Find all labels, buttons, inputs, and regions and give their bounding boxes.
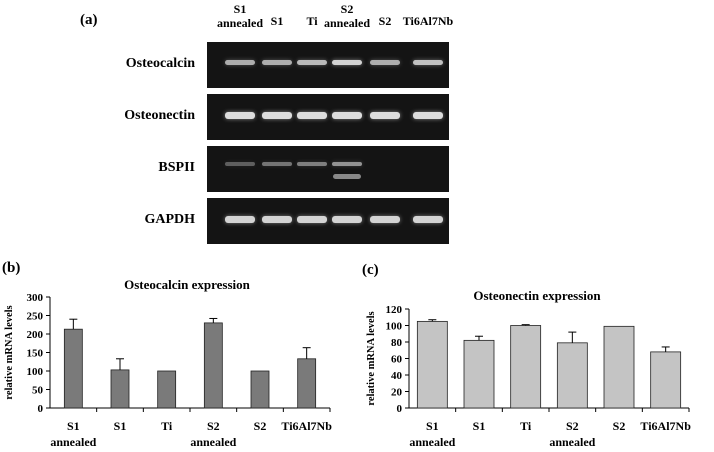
gel-band: [370, 60, 400, 65]
gel-band: [262, 60, 292, 65]
gel-band: [332, 112, 362, 119]
y-axis-label: relative mRNA levels: [366, 311, 377, 405]
lane-label-line1: S2: [340, 2, 354, 16]
chart-title: Osteonectin expression: [473, 288, 601, 303]
gene-label: Osteocalcin: [125, 56, 195, 71]
gel-band: [413, 60, 443, 65]
gel-band: [413, 216, 443, 223]
lane-label: Ti: [277, 14, 347, 28]
y-axis-label: relative mRNA levels: [4, 305, 15, 399]
gel-band: [413, 112, 443, 119]
gel-band: [297, 216, 327, 223]
gel-band: [370, 112, 400, 119]
bar: [650, 351, 682, 409]
y-tick-label: 0: [397, 403, 403, 415]
panel-b-label: (b): [2, 260, 21, 276]
x-tick-label: S2: [566, 419, 579, 433]
gel-band: [225, 60, 255, 65]
lane-label-line1: Ti: [306, 14, 318, 28]
x-tick-label: S1: [114, 419, 127, 433]
x-tick-label: annealed: [549, 435, 595, 449]
gene-label: GAPDH: [144, 212, 195, 227]
gel-band: [225, 162, 255, 166]
bar: [510, 325, 542, 409]
x-tick-label: annealed: [409, 435, 455, 449]
gel-band: [225, 112, 255, 119]
x-tick-label: S2: [613, 419, 626, 433]
lane-label-line1: S2: [378, 14, 392, 28]
x-tick-label: Ti6Al7Nb: [640, 419, 691, 433]
gel-band: [262, 112, 292, 119]
bar: [203, 322, 223, 409]
gel-band: [297, 60, 327, 65]
y-tick-label: 80: [391, 337, 403, 349]
lane-label-line1: S1: [270, 14, 284, 28]
y-tick-label: 50: [32, 385, 44, 397]
lane-label-line2: annealed: [216, 16, 263, 30]
lane-label-line1: S1: [233, 2, 247, 16]
gel-band: [262, 162, 292, 166]
osteonectin-chart: Osteonectin expression relative mRNA leve…: [366, 288, 691, 449]
osteocalcin-chart: Osteocalcin expression relative mRNA leve…: [4, 277, 332, 449]
x-tick-label: S1: [67, 419, 80, 433]
lane-label-line2: annealed: [323, 16, 370, 30]
lane-label: S2 annealed: [312, 2, 382, 30]
gel-band: [262, 216, 292, 223]
bar: [297, 358, 317, 409]
bar: [416, 320, 448, 409]
chart-title: Osteocalcin expression: [124, 277, 251, 292]
gel-band: [333, 174, 361, 179]
y-tick-label: 300: [27, 292, 44, 304]
y-tick-label: 250: [27, 311, 44, 323]
gel-band: [225, 216, 255, 223]
x-tick-label: S2: [207, 419, 220, 433]
y-tick-label: 20: [391, 387, 403, 399]
x-tick-label: Ti6Al7Nb: [281, 419, 332, 433]
y-tick-label: 60: [391, 354, 403, 366]
y-tick-label: 150: [27, 348, 44, 360]
gel-band: [332, 216, 362, 223]
x-tick-label: annealed: [190, 435, 236, 449]
gel-band: [297, 162, 327, 166]
lane-label: S1: [242, 14, 312, 28]
x-tick-label: S2: [254, 419, 267, 433]
x-tick-label: S1: [426, 419, 439, 433]
gel-image: [207, 146, 449, 192]
gel-image: [207, 42, 449, 88]
gel-band: [332, 60, 362, 65]
lane-label: S2: [350, 14, 420, 28]
bar: [250, 370, 270, 409]
x-tick-label: S1: [473, 419, 486, 433]
bar: [157, 370, 177, 409]
lane-label: S1 annealed: [205, 2, 275, 30]
gel-image: [207, 94, 449, 140]
lane-label: Ti6Al7Nb: [393, 14, 463, 28]
y-tick-label: 100: [27, 366, 44, 378]
panel-a-label: (a): [80, 12, 98, 28]
gene-label: Osteonectin: [124, 108, 195, 123]
y-tick-label: 120: [386, 304, 403, 316]
y-tick-label: 100: [386, 321, 403, 333]
bar: [603, 325, 635, 409]
bar: [463, 339, 495, 409]
gel-band: [332, 162, 362, 166]
gel-image: [207, 198, 449, 244]
gene-label: BSPII: [158, 160, 195, 175]
bar: [556, 342, 588, 409]
y-tick-label: 40: [391, 370, 403, 382]
y-tick-label: 200: [27, 329, 44, 341]
y-tick-label: 0: [38, 403, 44, 415]
x-tick-label: Ti: [161, 419, 173, 433]
lane-label-line1: Ti6Al7Nb: [402, 14, 454, 28]
bar: [63, 328, 83, 409]
bar: [110, 369, 130, 409]
panel-c-label: (c): [362, 262, 379, 278]
x-tick-label: Ti: [520, 419, 532, 433]
gel-band: [370, 216, 400, 223]
x-tick-label: annealed: [50, 435, 96, 449]
gel-band: [297, 112, 327, 119]
